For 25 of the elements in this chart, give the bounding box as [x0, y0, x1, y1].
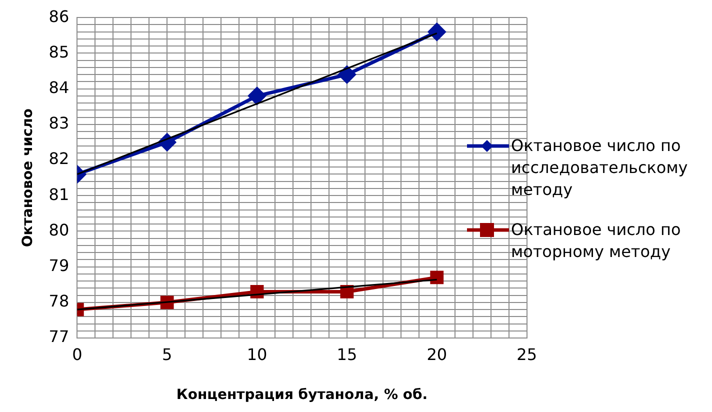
y-tick-label: 82 [48, 149, 70, 168]
y-tick-label: 85 [48, 42, 70, 62]
y-tick-label: 81 [48, 184, 70, 204]
y-tick-label: 80 [48, 220, 70, 240]
y-tick-label: 86 [48, 6, 70, 26]
legend-label: Октановое число по исследовательскому методу [511, 135, 689, 201]
y-axis-title: Октановое число [20, 108, 36, 248]
x-tick-label: 25 [516, 344, 537, 364]
point [340, 285, 354, 298]
x-tick-label: 0 [72, 344, 82, 364]
y-tick-label: 79 [48, 256, 70, 275]
x-tick-label: 20 [426, 344, 448, 364]
point [338, 66, 356, 84]
x-tick-label: 15 [336, 344, 358, 364]
legend-label: Октановое число по моторному методу [511, 219, 682, 263]
point [430, 270, 444, 284]
x-axis-title: Концентрация бутанола, % об. [176, 387, 428, 404]
y-tick-label: 77 [48, 327, 70, 346]
y-tick-label: 83 [48, 114, 70, 133]
x-tick-label: 10 [246, 344, 268, 364]
point [248, 87, 266, 105]
x-tick-label: 5 [162, 344, 172, 364]
y-tick-label: 84 [48, 78, 70, 97]
y-tick-label: 78 [48, 292, 70, 311]
point [428, 23, 446, 41]
